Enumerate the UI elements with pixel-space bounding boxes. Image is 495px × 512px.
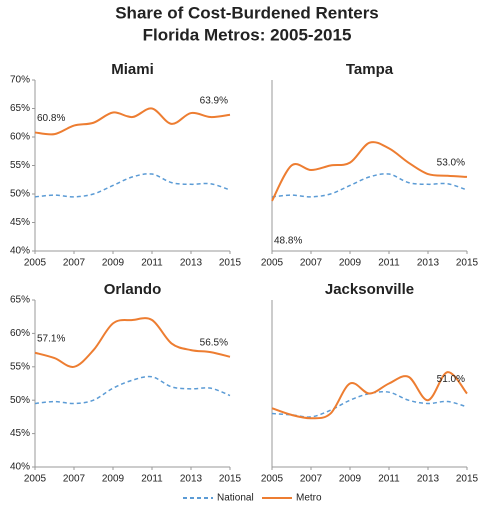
x-tick-label: 2015 — [219, 474, 242, 485]
x-tick-label: 2015 — [456, 474, 479, 485]
series-line — [34, 317, 231, 368]
x-tick-label: 2005 — [261, 474, 284, 485]
panel-title: Tampa — [346, 61, 394, 78]
x-tick-label: 2011 — [378, 474, 400, 485]
y-tick-label: 45% — [10, 428, 30, 439]
x-tick-label: 2009 — [102, 474, 125, 485]
y-tick-label: 50% — [10, 189, 30, 200]
data-label: 56.5% — [200, 337, 228, 348]
y-tick-label: 50% — [10, 395, 30, 406]
series-line — [271, 141, 468, 202]
x-tick-label: 2009 — [339, 474, 362, 485]
y-tick-label: 65% — [10, 103, 30, 114]
data-label: 60.8% — [37, 113, 65, 124]
series-line — [34, 173, 231, 198]
x-tick-label: 2011 — [141, 258, 163, 269]
x-tick-label: 2013 — [417, 474, 440, 485]
legend-label: National — [217, 493, 254, 504]
legend-label: Metro — [296, 493, 322, 504]
data-label: 63.9% — [200, 95, 228, 106]
x-tick-label: 2015 — [219, 258, 242, 269]
y-tick-label: 40% — [10, 246, 30, 257]
x-tick-label: 2009 — [339, 258, 362, 269]
x-tick-label: 2013 — [417, 258, 440, 269]
y-tick-label: 60% — [10, 132, 30, 143]
x-tick-label: 2007 — [63, 258, 86, 269]
x-tick-label: 2011 — [378, 258, 400, 269]
series-line — [271, 390, 468, 418]
x-tick-label: 2009 — [102, 258, 125, 269]
y-tick-label: 55% — [10, 361, 30, 372]
series-line — [34, 107, 231, 136]
main-title: Share of Cost-Burdened Renters — [115, 3, 379, 22]
data-label: 51.0% — [437, 374, 465, 385]
panel-title: Miami — [111, 61, 154, 78]
x-tick-label: 2005 — [24, 258, 47, 269]
x-tick-label: 2015 — [456, 258, 479, 269]
x-tick-label: 2011 — [141, 474, 163, 485]
data-label: 48.8% — [274, 235, 302, 246]
panel-title: Orlando — [104, 281, 162, 298]
x-tick-label: 2013 — [180, 474, 203, 485]
y-tick-label: 70% — [10, 75, 30, 86]
y-tick-label: 55% — [10, 160, 30, 171]
y-tick-label: 60% — [10, 328, 30, 339]
x-tick-label: 2005 — [261, 258, 284, 269]
data-label: 57.1% — [37, 333, 65, 344]
x-tick-label: 2013 — [180, 258, 203, 269]
series-line — [271, 371, 468, 420]
x-tick-label: 2007 — [63, 474, 86, 485]
x-tick-label: 2005 — [24, 474, 47, 485]
series-line — [34, 375, 231, 405]
main-subtitle: Florida Metros: 2005-2015 — [143, 25, 352, 44]
series-line — [271, 173, 468, 198]
x-tick-label: 2007 — [300, 258, 323, 269]
x-tick-label: 2007 — [300, 474, 323, 485]
y-tick-label: 40% — [10, 462, 30, 473]
panel-title: Jacksonville — [325, 281, 414, 298]
y-tick-label: 65% — [10, 295, 30, 306]
data-label: 53.0% — [437, 158, 465, 169]
y-tick-label: 45% — [10, 217, 30, 228]
